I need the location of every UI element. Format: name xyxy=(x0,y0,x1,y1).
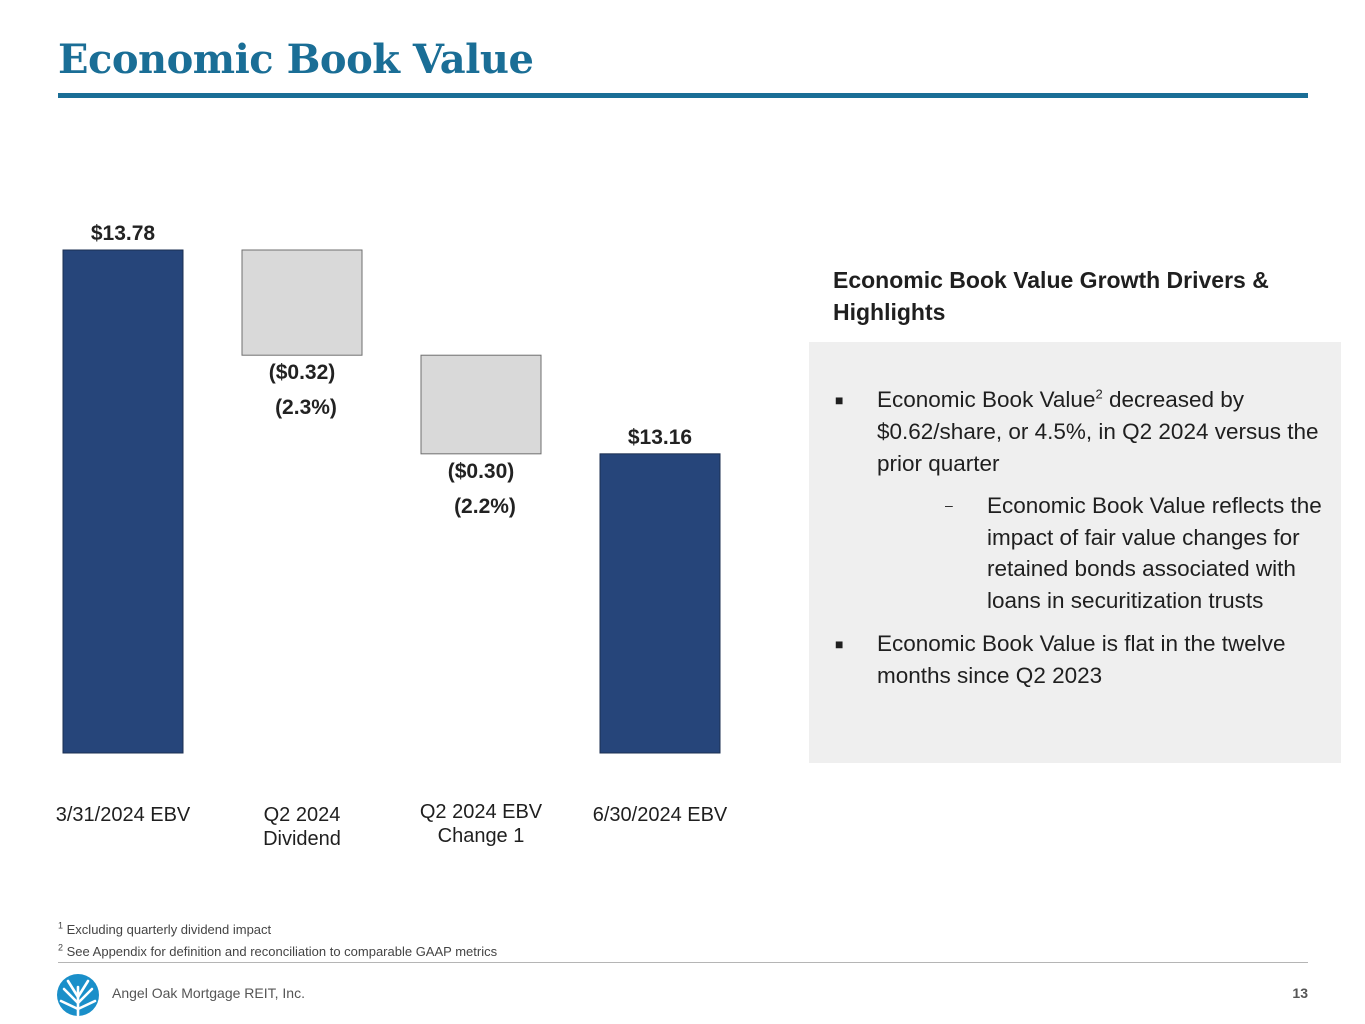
panel-heading: Economic Book Value Growth Drivers & Hig… xyxy=(833,267,1269,325)
footnote-1-number: 1 xyxy=(58,920,64,931)
dash-marker-icon: – xyxy=(945,497,953,513)
category-label-1: Q2 2024 Dividend xyxy=(263,804,341,850)
bullet-1-rest: decreased by $0.62/share, or 4.5%, in Q2… xyxy=(877,387,1319,476)
footnote-1: 1 Excluding quarterly dividend impact xyxy=(58,920,272,937)
angel-oak-tree-logo-icon xyxy=(57,974,99,1017)
highlight-bullet-1: ■ Economic Book Value2 decreased by $0.6… xyxy=(835,384,1335,616)
footer-divider xyxy=(58,962,1308,963)
highlights-panel: ■ Economic Book Value2 decreased by $0.6… xyxy=(809,342,1341,763)
bar-value-label-0: $13.78 xyxy=(90,222,156,245)
footnote-2-number: 2 xyxy=(58,942,64,953)
category-label-2: Q2 2024 EBV Change 1 xyxy=(419,801,543,847)
bar-value-label-1: ($0.32) xyxy=(268,361,336,385)
bar-value-label-2: ($0.30) xyxy=(447,459,515,483)
bar-percent-label-1: (2.3%) xyxy=(275,396,337,420)
category-label-3: 6/30/2024 EBV xyxy=(592,804,728,826)
category-label-0: 3/31/2024 EBV xyxy=(55,804,191,826)
bar-1 xyxy=(241,249,363,356)
bullet-2-text: Economic Book Value is flat in the twelv… xyxy=(877,631,1286,688)
chart-plot-area xyxy=(62,249,721,754)
highlight-bullet-2: ■ Economic Book Value is flat in the twe… xyxy=(835,628,1335,692)
bullet-1-footnote-ref: 2 xyxy=(1095,386,1103,402)
footnote-2-text: See Appendix for definition and reconcil… xyxy=(66,944,498,959)
bullet-marker-icon: ■ xyxy=(835,636,844,652)
bar-3 xyxy=(599,453,721,754)
waterfall-chart: $13.78 3/31/2024 EBV ($0.32) (2.3%) Q2 2024 … xyxy=(40,200,800,880)
bullet-1-lead: Economic Book Value xyxy=(877,387,1096,412)
bullet-marker-icon: ■ xyxy=(835,392,844,408)
highlight-sub-bullet-1: – Economic Book Value reflects the impac… xyxy=(877,490,1335,616)
sub-bullet-1-text: Economic Book Value reflects the impact … xyxy=(987,493,1322,613)
bar-2 xyxy=(420,354,542,455)
bar-value-label-3: $13.16 xyxy=(627,425,693,449)
page-number: 13 xyxy=(1292,985,1308,1001)
footnote-1-text: Excluding quarterly dividend impact xyxy=(66,922,272,937)
page-title: Economic Book Value xyxy=(58,36,534,83)
bar-0 xyxy=(62,249,184,754)
company-name: Angel Oak Mortgage REIT, Inc. xyxy=(112,985,305,1001)
footnote-2: 2 See Appendix for definition and reconc… xyxy=(58,942,498,959)
title-underline xyxy=(58,93,1308,98)
highlights-list: ■ Economic Book Value2 decreased by $0.6… xyxy=(835,384,1335,704)
bar-percent-label-2: (2.2%) xyxy=(454,494,516,518)
